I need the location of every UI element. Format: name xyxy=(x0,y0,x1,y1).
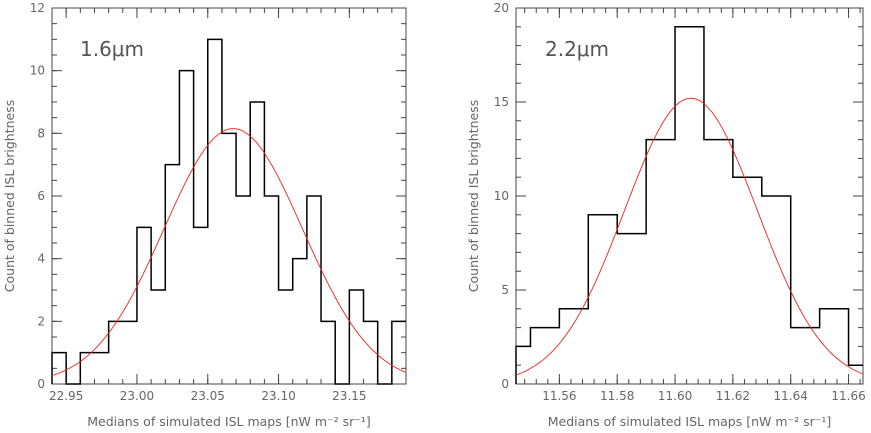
y-tick-label: 4 xyxy=(37,252,45,266)
gaussian-fit-curve xyxy=(515,97,864,376)
y-tick-label: 0 xyxy=(37,377,45,391)
y-tick-label: 5 xyxy=(501,283,509,297)
histogram-bar xyxy=(236,196,250,384)
x-tick-label: 11.60 xyxy=(658,389,692,403)
histogram-bar xyxy=(179,71,193,384)
x-tick-label: 22.95 xyxy=(49,389,83,403)
x-tick-label: 23.00 xyxy=(120,389,154,403)
histogram-bar xyxy=(733,177,762,384)
x-tick-label: 11.66 xyxy=(831,389,865,403)
x-tick-label: 11.56 xyxy=(542,389,576,403)
histogram-bar xyxy=(208,39,222,384)
x-axis-title: Medians of simulated ISL maps [nW m⁻² sr… xyxy=(87,414,371,429)
histogram-bars xyxy=(52,39,406,384)
x-axis-title: Medians of simulated ISL maps [nW m⁻² sr… xyxy=(548,414,832,429)
plot-frame xyxy=(51,7,407,385)
histogram-bar xyxy=(617,234,646,384)
histogram-bar xyxy=(165,165,179,384)
x-tick-label: 11.64 xyxy=(774,389,808,403)
y-tick-label: 6 xyxy=(37,189,45,203)
y-tick-label: 0 xyxy=(501,377,509,391)
x-tick-label: 23.15 xyxy=(332,389,366,403)
panel-2-2um: 11.56 11.58 11.60 11.62 11.64 11.66 0 5 10 15 20 2.… xyxy=(466,1,866,429)
histogram-bar xyxy=(559,309,588,384)
histogram-bar xyxy=(820,309,849,384)
y-tick-label: 12 xyxy=(30,1,45,15)
histogram-bar xyxy=(321,321,335,384)
gaussian-fit-curve xyxy=(51,128,407,377)
y-tick-label: 2 xyxy=(37,314,45,328)
histogram-bar xyxy=(80,353,94,384)
y-tick-label: 15 xyxy=(494,95,509,109)
histogram-bar xyxy=(222,133,236,384)
x-tick-label: 23.10 xyxy=(261,389,295,403)
histogram-outline xyxy=(515,26,863,384)
panel-label: 2.2μm xyxy=(545,37,609,61)
y-tick-label: 20 xyxy=(494,1,509,15)
histogram-bar xyxy=(123,321,137,384)
histogram-bar xyxy=(137,227,151,384)
x-tick-label: 11.58 xyxy=(600,389,634,403)
histogram-outline xyxy=(51,38,406,385)
x-tick-label: 11.62 xyxy=(716,389,750,403)
y-tick-label: 10 xyxy=(494,189,509,203)
histogram-bar xyxy=(762,196,791,384)
panel-label: 1.6μm xyxy=(80,37,144,61)
histogram-bar xyxy=(646,140,675,384)
histogram-bar xyxy=(94,353,108,384)
y-axis-title: Count of binned ISL brightness xyxy=(2,100,17,292)
histogram-bars xyxy=(516,27,863,384)
histogram-bar xyxy=(675,27,704,384)
histogram-bar xyxy=(279,290,293,384)
x-tick-label: 23.05 xyxy=(191,389,225,403)
histogram-bar xyxy=(194,227,208,384)
y-tick-label: 10 xyxy=(30,64,45,78)
histogram-bar xyxy=(151,290,165,384)
y-axis-title: Count of binned ISL brightness xyxy=(466,100,481,292)
histogram-bar xyxy=(264,196,278,384)
histogram-bar xyxy=(293,259,307,384)
histogram-bar xyxy=(530,328,559,384)
histogram-bar xyxy=(307,196,321,384)
panel-1-6um: 22.95 23.00 23.05 23.10 23.15 0 2 4 6 8 10 12 1.6μm M… xyxy=(2,1,407,429)
histogram-bar xyxy=(704,140,733,384)
histogram-bar xyxy=(791,328,820,384)
y-tick-label: 8 xyxy=(37,126,45,140)
histogram-bar xyxy=(250,102,264,384)
